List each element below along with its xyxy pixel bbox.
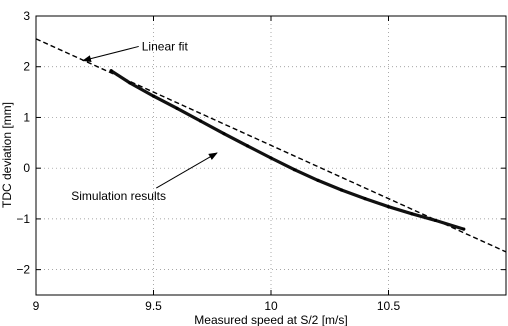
y-tick-label: 3 [23, 9, 30, 23]
simulation-point [269, 156, 273, 160]
y-tick-label: −1 [16, 212, 30, 226]
simulation-band [109, 69, 466, 231]
linear-fit-line [35, 38, 507, 253]
plot-frame [35, 15, 507, 296]
annotation-arrow [155, 152, 218, 189]
x-tick-label: 10.5 [377, 299, 401, 313]
x-tick-label: 9.5 [145, 299, 162, 313]
y-tick-label: 0 [23, 161, 30, 175]
simulation-point [386, 205, 391, 209]
simulation-point [128, 81, 132, 85]
annotations: Linear fit Simulation results [71, 39, 218, 203]
y-tick-label: −2 [16, 263, 30, 277]
annotation-arrow [82, 45, 139, 63]
x-axis-label: Measured speed at S/2 [m/s] [194, 313, 347, 326]
annotation-label: Simulation results [71, 189, 166, 203]
ticks: 9 9.5 10 10.5 −2 −1 0 1 2 3 [16, 9, 506, 313]
x-tick-label: 9 [33, 299, 40, 313]
x-tick-label: 10 [264, 299, 278, 313]
plot-series [35, 38, 507, 253]
simulation-point [245, 144, 250, 148]
simulation-point [109, 69, 113, 73]
y-tick-label: 2 [23, 60, 30, 74]
simulation-point [316, 178, 320, 182]
simulation-point [410, 212, 414, 216]
simulation-point [198, 119, 203, 123]
y-axis-label: TDC deviation [mm] [0, 102, 14, 208]
simulation-point [433, 218, 438, 223]
simulation-point [151, 94, 156, 98]
simulation-point [292, 168, 297, 172]
simulation-point [339, 188, 344, 192]
y-tick-label: 1 [23, 110, 30, 124]
simulation-point [363, 197, 367, 201]
simulation-point [175, 106, 179, 110]
simulation-point [222, 132, 226, 136]
annotation-label: Linear fit [142, 39, 189, 53]
grid [36, 16, 506, 295]
simulation-point [462, 227, 466, 231]
